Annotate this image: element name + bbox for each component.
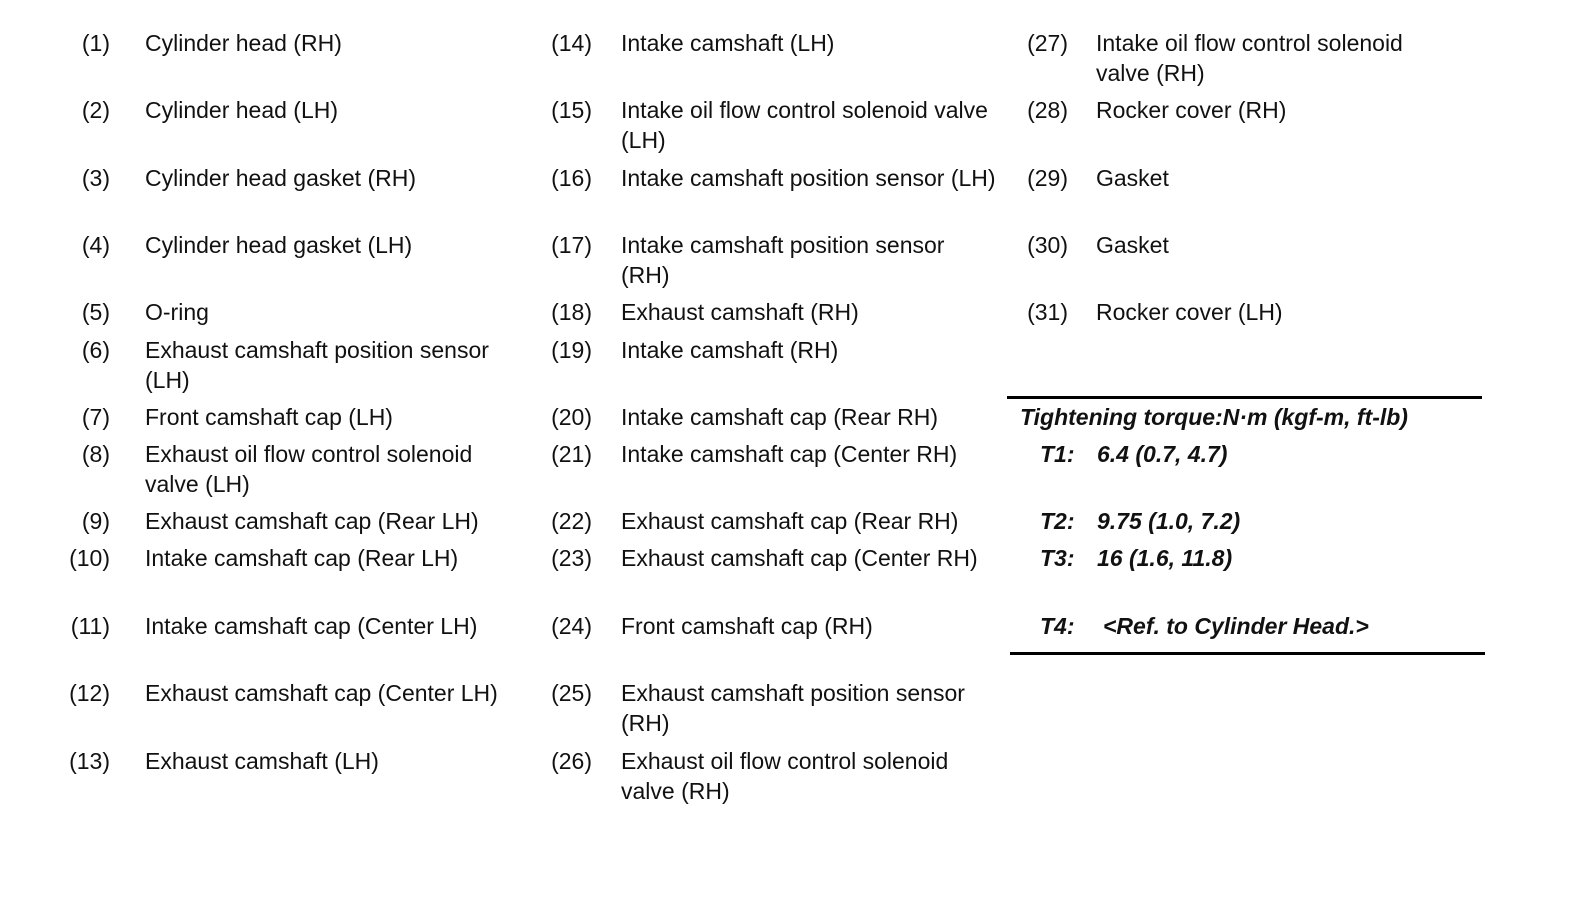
item-label: Gasket	[1096, 165, 1169, 191]
item-label: Exhaust oil flow control solenoid valve …	[621, 748, 949, 804]
torque-value: 6.4 (0.7, 4.7)	[1097, 441, 1228, 467]
torque-label: T3:	[1040, 545, 1075, 571]
torque-label: T4:	[1040, 613, 1075, 639]
item-number: (21)	[551, 441, 592, 467]
item-label: Exhaust camshaft cap (Center LH)	[145, 680, 498, 706]
item-label: Intake oil flow control solenoid valve (…	[1096, 30, 1403, 86]
item-label: Intake camshaft cap (Rear LH)	[145, 545, 459, 571]
item-label: Intake camshaft cap (Center RH)	[621, 441, 958, 467]
item-label: Exhaust camshaft cap (Rear RH)	[621, 508, 959, 534]
item-label: Intake camshaft cap (Rear RH)	[621, 404, 939, 430]
item-number: (9)	[81, 508, 110, 534]
item-label: Exhaust oil flow control solenoid valve …	[145, 441, 473, 497]
item-number: (1)	[81, 30, 110, 56]
item-number: (10)	[69, 545, 110, 571]
item-label: Intake camshaft (RH)	[621, 337, 839, 363]
item-label: Exhaust camshaft (RH)	[621, 299, 859, 325]
item-number: (25)	[551, 680, 592, 706]
item-number: (5)	[81, 299, 110, 325]
item-number: (18)	[551, 299, 592, 325]
item-label: Front camshaft cap (RH)	[621, 613, 873, 639]
item-number: (12)	[69, 680, 110, 706]
item-label: Exhaust camshaft cap (Rear LH)	[145, 508, 479, 534]
item-number: (20)	[551, 404, 592, 430]
item-label: Rocker cover (LH)	[1096, 299, 1283, 325]
item-number: (31)	[1027, 299, 1068, 325]
item-number: (16)	[551, 165, 592, 191]
item-number: (13)	[69, 748, 110, 774]
item-label: Intake camshaft position sensor (LH)	[621, 165, 996, 191]
torque-bottom-rule	[1010, 652, 1485, 655]
item-label: Intake camshaft (LH)	[621, 30, 835, 56]
item-number: (17)	[551, 232, 592, 258]
item-number: (24)	[551, 613, 592, 639]
item-label: Intake oil flow control solenoid valve (…	[621, 97, 988, 153]
torque-value: 16 (1.6, 11.8)	[1097, 545, 1233, 571]
item-label: Rocker cover (RH)	[1096, 97, 1287, 123]
item-label: Exhaust camshaft position sensor (LH)	[145, 337, 489, 393]
item-number: (28)	[1027, 97, 1068, 123]
item-number: (23)	[551, 545, 592, 571]
item-label: Exhaust camshaft position sensor (RH)	[621, 680, 965, 736]
item-label: Front camshaft cap (LH)	[145, 404, 393, 430]
item-number: (15)	[551, 97, 592, 123]
torque-title: Tightening torque:N·m (kgf-m, ft-lb)	[1020, 404, 1408, 430]
item-number: (4)	[81, 232, 110, 258]
item-number: (22)	[551, 508, 592, 534]
item-number: (30)	[1027, 232, 1068, 258]
item-number: (14)	[551, 30, 592, 56]
item-number: (8)	[81, 441, 110, 467]
item-label: Exhaust camshaft cap (Center RH)	[621, 545, 978, 571]
torque-value: <Ref. to Cylinder Head.>	[1103, 613, 1369, 639]
torque-value: 9.75 (1.0, 7.2)	[1097, 508, 1241, 534]
torque-label: T1:	[1040, 441, 1075, 467]
item-label: Gasket	[1096, 232, 1169, 258]
item-label: O-ring	[145, 299, 209, 325]
item-number: (27)	[1027, 30, 1068, 56]
item-label: Cylinder head (LH)	[145, 97, 339, 123]
item-number: (2)	[81, 97, 110, 123]
item-label: Cylinder head gasket (RH)	[145, 165, 417, 191]
item-label: Cylinder head gasket (LH)	[145, 232, 413, 258]
item-label: Intake camshaft position sensor (RH)	[621, 232, 945, 288]
item-number: (26)	[551, 748, 592, 774]
item-number: (7)	[81, 404, 110, 430]
item-number: (19)	[551, 337, 592, 363]
torque-label: T2:	[1040, 508, 1075, 534]
item-label: Exhaust camshaft (LH)	[145, 748, 379, 774]
item-number: (29)	[1027, 165, 1068, 191]
item-number: (3)	[81, 165, 110, 191]
torque-top-rule	[1007, 396, 1482, 399]
item-label: Cylinder head (RH)	[145, 30, 342, 56]
item-label: Intake camshaft cap (Center LH)	[145, 613, 478, 639]
item-number: (11)	[70, 613, 110, 639]
item-number: (6)	[81, 337, 110, 363]
